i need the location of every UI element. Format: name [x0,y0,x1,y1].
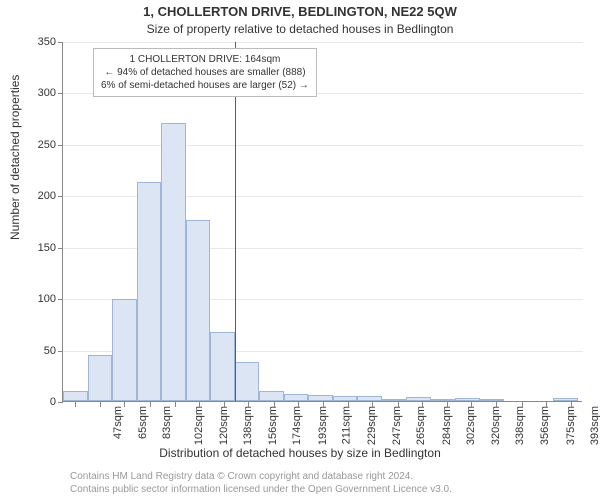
x-tick-label: 47sqm [112,406,124,439]
x-tick-mark [546,402,547,407]
x-tick-mark [471,402,472,407]
histogram-bar [455,398,480,401]
histogram-bar [431,399,456,401]
x-tick-label: 156sqm [267,406,279,445]
y-tick-mark [58,196,63,197]
gridline [63,42,583,43]
y-tick-label: 250 [38,139,56,151]
y-tick-mark [58,299,63,300]
histogram-bar [333,396,358,401]
y-tick-mark [58,248,63,249]
x-tick-label: 284sqm [441,406,453,445]
histogram-bar [357,396,382,401]
histogram-bar [137,182,162,401]
x-tick-mark [522,402,523,407]
x-tick-label: 247sqm [391,406,403,445]
plot-inner: 0501001502002503003501 CHOLLERTON DRIVE:… [62,42,582,402]
x-tick-label: 356sqm [539,406,551,445]
x-tick-mark [248,402,249,407]
y-axis-label: Number of detached properties [8,75,22,240]
x-tick-label: 120sqm [218,406,230,445]
y-tick-mark [58,42,63,43]
y-tick-label: 300 [38,87,56,99]
x-tick-label: 83sqm [161,406,173,439]
x-tick-label: 193sqm [317,406,329,445]
x-tick-label: 102sqm [193,406,205,445]
y-tick-label: 50 [44,345,56,357]
x-tick-mark [124,402,125,407]
x-tick-mark [372,402,373,407]
x-tick-mark [150,402,151,407]
y-tick-label: 200 [38,190,56,202]
x-tick-mark [323,402,324,407]
chart-title: 1, CHOLLERTON DRIVE, BEDLINGTON, NE22 5Q… [0,4,600,19]
y-tick-label: 0 [50,396,56,408]
x-tick-label: 338sqm [515,406,527,445]
chart-footer: Contains HM Land Registry data © Crown c… [70,470,452,496]
histogram-bar [382,399,407,401]
histogram-bar [553,398,578,401]
histogram-bar [480,399,505,401]
x-tick-label: 229sqm [366,406,378,445]
x-tick-label: 320sqm [490,406,502,445]
x-tick-mark [224,402,225,407]
x-tick-mark [496,402,497,407]
x-tick-label: 265sqm [415,406,427,445]
x-tick-mark [298,402,299,407]
annotation-line: 1 CHOLLERTON DRIVE: 164sqm [101,53,309,66]
y-tick-mark [58,351,63,352]
x-tick-label: 302sqm [466,406,478,445]
footer-line1: Contains HM Land Registry data © Crown c… [70,470,452,483]
x-tick-label: 393sqm [589,406,600,445]
annotation-box: 1 CHOLLERTON DRIVE: 164sqm← 94% of detac… [93,48,317,97]
x-tick-label: 138sqm [242,406,254,445]
y-tick-label: 100 [38,293,56,305]
y-tick-label: 350 [38,36,56,48]
x-tick-mark [75,402,76,407]
y-tick-label: 150 [38,242,56,254]
x-tick-mark [422,402,423,407]
x-axis-label: Distribution of detached houses by size … [0,446,600,460]
histogram-bar [161,123,186,401]
x-tick-label: 65sqm [137,406,149,439]
x-tick-mark [571,402,572,407]
x-tick-mark [398,402,399,407]
x-tick-label: 211sqm [341,406,353,444]
x-tick-label: 174sqm [291,406,303,445]
plot-area: 0501001502002503003501 CHOLLERTON DRIVE:… [62,42,582,402]
x-tick-mark [100,402,101,407]
histogram-bar [406,397,431,401]
x-tick-mark [447,402,448,407]
histogram-bar [235,362,260,401]
x-tick-label: 375sqm [565,406,577,445]
x-tick-mark [175,402,176,407]
y-tick-mark [58,402,63,403]
histogram-bar [112,299,137,401]
gridline [63,145,583,146]
annotation-line: ← 94% of detached houses are smaller (88… [101,66,309,79]
footer-line2: Contains public sector information licen… [70,483,452,496]
histogram-bar [284,394,309,401]
chart-subtitle: Size of property relative to detached ho… [0,22,600,36]
annotation-line: 6% of semi-detached houses are larger (5… [101,79,309,92]
histogram-bar [186,220,211,401]
histogram-bar [259,391,284,401]
y-tick-mark [58,93,63,94]
x-tick-mark [199,402,200,407]
x-tick-mark [348,402,349,407]
histogram-bar [308,395,333,401]
histogram-bar [210,332,235,401]
histogram-bar [63,391,88,401]
histogram-bar [88,355,113,401]
x-tick-mark [274,402,275,407]
y-tick-mark [58,145,63,146]
